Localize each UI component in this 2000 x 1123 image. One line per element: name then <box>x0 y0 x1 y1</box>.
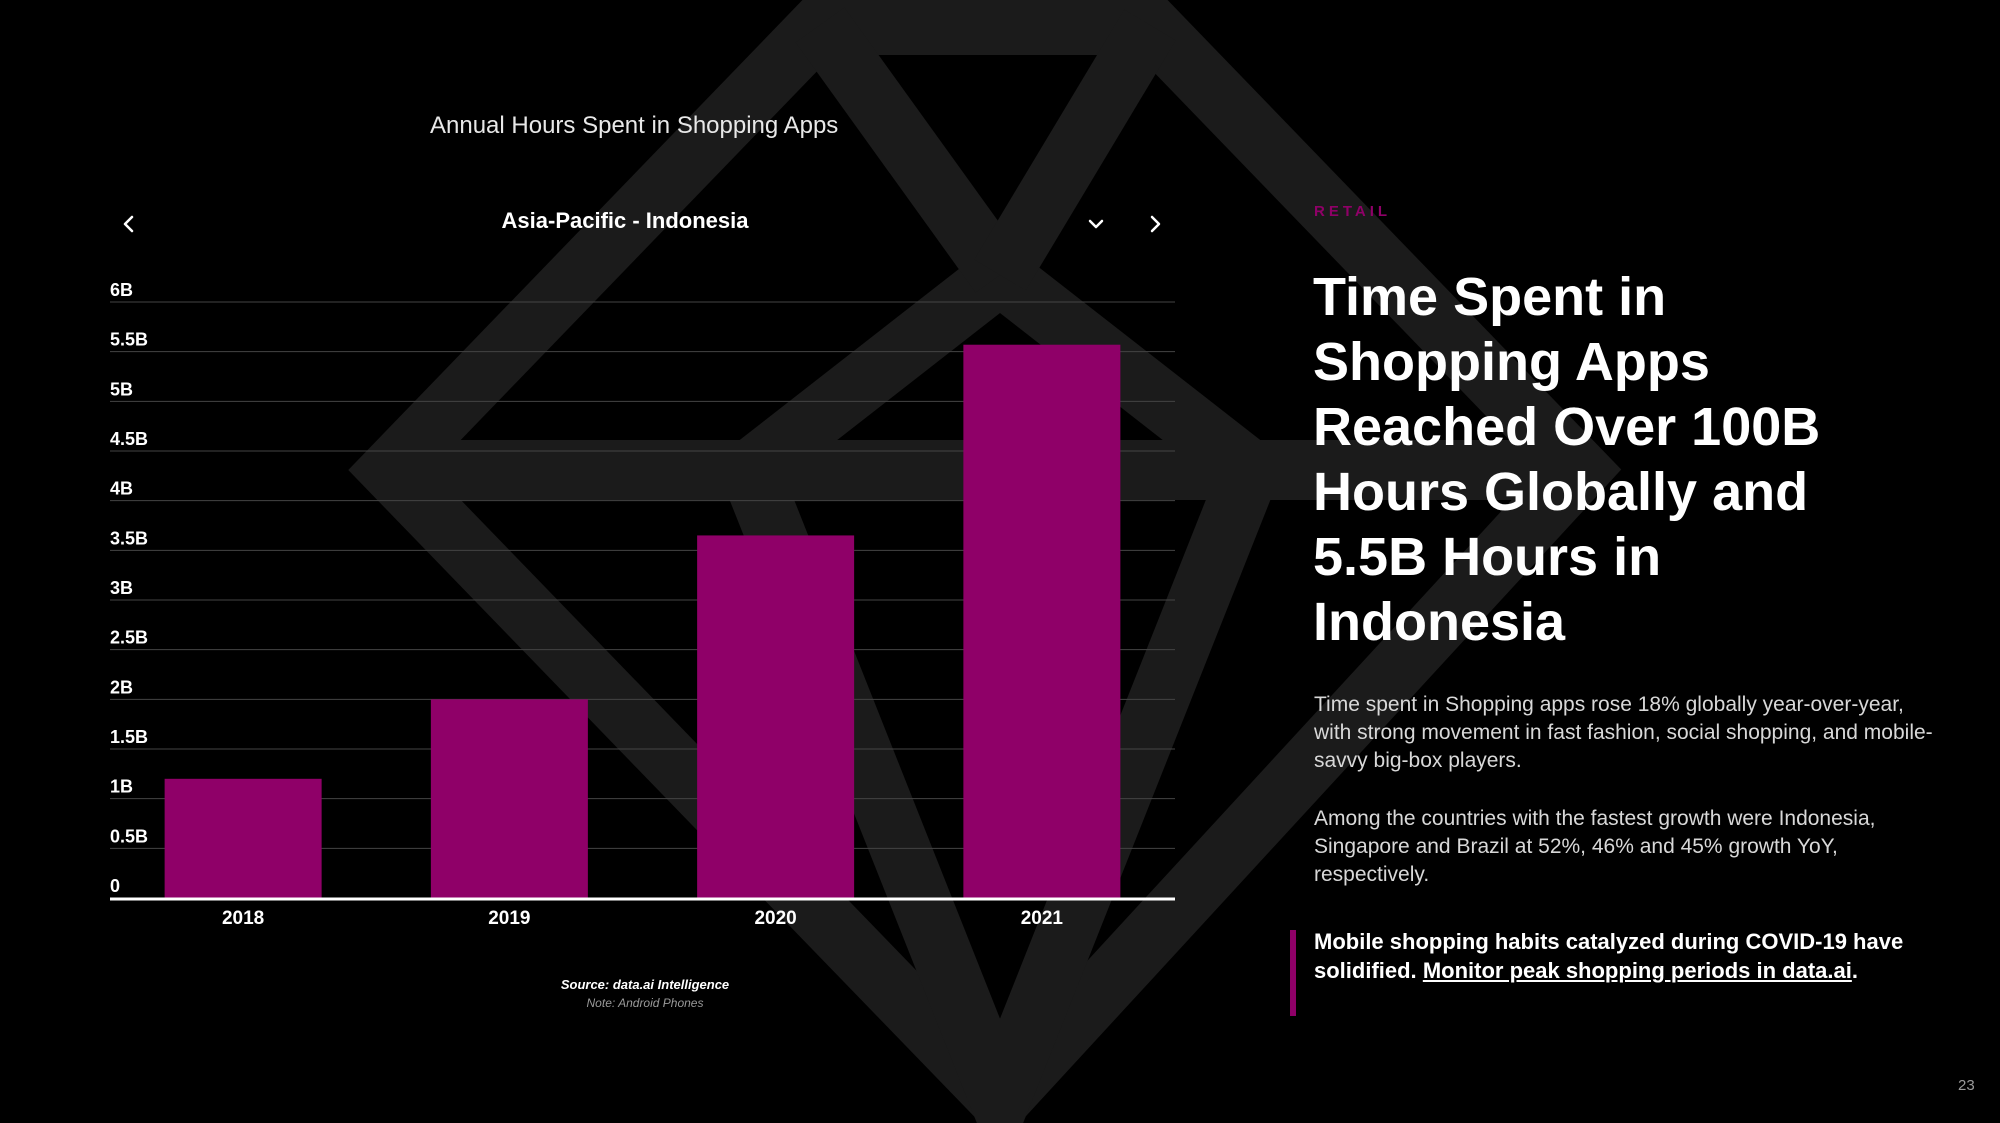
chart-note: Note: Android Phones <box>586 996 704 1010</box>
x-tick-label: 2020 <box>754 908 796 929</box>
y-tick-label: 3.5B <box>110 528 148 548</box>
region-select[interactable]: Asia-Pacific - Indonesia <box>501 208 749 233</box>
y-tick-label: 1.5B <box>110 727 148 747</box>
chevron-right-icon <box>1150 215 1161 233</box>
x-tick-label: 2018 <box>222 908 264 929</box>
chart-title: Annual Hours Spent in Shopping Apps <box>430 112 839 139</box>
headline: Time Spent in Shopping Apps Reached Over… <box>1313 267 1821 652</box>
y-tick-label: 2.5B <box>110 628 148 648</box>
monitor-link[interactable]: Monitor peak shopping periods in data.ai <box>1422 958 1852 983</box>
bar-2020 <box>697 535 855 898</box>
bar-2018 <box>164 778 322 898</box>
chevron-down-icon <box>1088 219 1104 229</box>
callout: Mobile shopping habits catalyzed during … <box>1314 927 1914 985</box>
x-tick-label: 2021 <box>1021 908 1064 929</box>
callout-accent-bar <box>1290 930 1296 1016</box>
chevron-left-icon <box>123 215 134 233</box>
chart-source: Source: data.ai Intelligence <box>560 977 730 992</box>
previous-region-button[interactable] <box>115 210 143 238</box>
y-tick-label: 4B <box>110 479 133 499</box>
y-tick-label: 0.5B <box>110 826 148 846</box>
y-tick-label: 2B <box>110 677 133 697</box>
bar-2019 <box>430 699 588 898</box>
y-tick-label: 4.5B <box>110 429 148 449</box>
callout-text: Mobile shopping habits catalyzed during … <box>1314 929 1904 983</box>
y-tick-label: 0 <box>110 876 120 896</box>
body-paragraph-2: Among the countries with the fastest gro… <box>1314 807 1876 886</box>
x-tick-label: 2019 <box>488 908 530 929</box>
y-tick-label: 5.5B <box>110 330 148 350</box>
callout-end: . <box>1851 958 1858 983</box>
page-number: 23 <box>1958 1077 1975 1094</box>
bar-chart: 0 0.5B 1B 1.5B 2B 2.5B 3B 3.5B 4B 4.5B 5B 5.5B 6B 201… <box>110 280 1175 929</box>
y-tick-label: 1B <box>110 777 133 797</box>
body-paragraph-1: Time spent in Shopping apps rose 18% glo… <box>1314 693 1933 772</box>
category-label: RETAIL <box>1314 203 1392 220</box>
bar-2021 <box>963 344 1121 898</box>
y-tick-label: 6B <box>110 280 133 300</box>
y-tick-label: 5B <box>110 379 133 399</box>
next-region-button[interactable] <box>1141 210 1169 238</box>
y-tick-label: 3B <box>110 578 133 598</box>
region-dropdown-button[interactable] <box>1082 210 1110 238</box>
